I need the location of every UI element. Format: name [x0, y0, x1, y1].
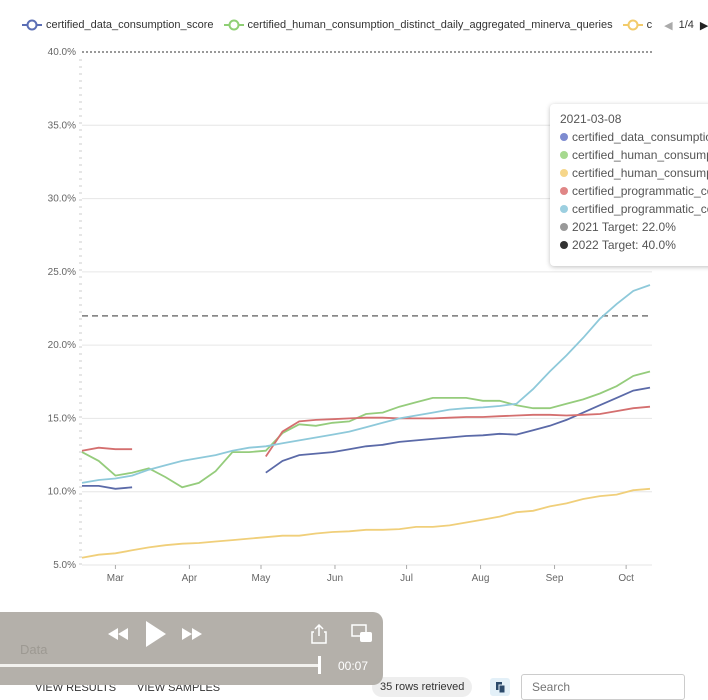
- results-toolbar: VIEW RESULTS VIEW SAMPLES 35 rows retrie…: [0, 672, 708, 700]
- tooltip-row: certified_human_consumption_distinct: [560, 146, 708, 164]
- y-tick-label: 10.0%: [48, 487, 76, 498]
- share-icon[interactable]: [311, 624, 327, 644]
- x-tick-label: Mar: [107, 573, 125, 584]
- series-dot-icon: [560, 205, 568, 213]
- data-section-label: Data: [20, 642, 48, 657]
- tooltip-row: 2021 Target: 22.0%: [560, 218, 708, 236]
- legend-page: 1/4: [678, 19, 694, 31]
- legend-label: certified_human_consumption_distinct_dai…: [247, 19, 613, 31]
- y-tick-label: 35.0%: [48, 120, 76, 131]
- y-tick-label: 20.0%: [48, 340, 76, 351]
- copy-icon[interactable]: [490, 678, 510, 696]
- view-samples-tab[interactable]: VIEW SAMPLES: [137, 682, 221, 694]
- prev-page-icon[interactable]: ◀: [664, 19, 673, 32]
- chart-tooltip: 2021-03-08 certified_data_consumption_sc…: [550, 104, 708, 266]
- line-chart: 5.0% 10.0% 15.0% 20.0% 25.0% 30.0% 35.0% 40.0% M…: [48, 47, 652, 584]
- series-dot-icon: [560, 133, 568, 141]
- x-tick-label: Jul: [400, 573, 413, 584]
- tooltip-label: certified_data_consumption_score: [572, 130, 708, 144]
- legend-label: certified_data_consumption_score: [46, 19, 214, 31]
- y-tick-label: 40.0%: [48, 47, 76, 58]
- legend-item[interactable]: certified_data_consumption_score: [22, 19, 214, 31]
- tooltip-row: certified_programmatic_consumption: [560, 182, 708, 200]
- legend-pager: ◀ 1/4 ▶: [664, 19, 708, 32]
- series-line: [81, 487, 651, 559]
- x-tick-label: Aug: [472, 573, 490, 584]
- x-tick-label: May: [252, 573, 271, 584]
- tooltip-row: certified_programmatic_consumption_queri…: [560, 200, 708, 218]
- y-tick-label: 5.0%: [53, 560, 76, 571]
- series-dot-icon: [560, 223, 568, 231]
- video-player-controls: Data 00:07: [0, 612, 383, 685]
- legend-marker-icon: [22, 19, 42, 31]
- picture-in-picture-icon[interactable]: [351, 624, 373, 644]
- tooltip-row: 2022 Target: 40.0%: [560, 236, 708, 254]
- series-line: [82, 386, 651, 490]
- x-tick-label: Jun: [327, 573, 343, 584]
- fast-forward-icon[interactable]: [180, 626, 204, 642]
- tooltip-label: certified_human_consumption_queries: [572, 166, 708, 180]
- chart-legend: certified_data_consumption_score certifie…: [22, 12, 708, 38]
- series-line: [81, 405, 651, 458]
- tooltip-label: 2022 Target: 40.0%: [572, 238, 676, 252]
- y-tick-label: 30.0%: [48, 194, 76, 205]
- playback-time: 00:07: [338, 659, 369, 673]
- legend-label: c: [646, 19, 653, 31]
- next-page-icon[interactable]: ▶: [699, 19, 708, 32]
- tooltip-row: certified_human_consumption_queries: [560, 164, 708, 182]
- tooltip-label: certified_programmatic_consumption: [572, 184, 708, 198]
- legend-item[interactable]: c: [622, 19, 653, 31]
- y-tick-label: 15.0%: [48, 413, 76, 424]
- legend-marker-icon: [622, 19, 643, 31]
- playback-progress-bar[interactable]: [0, 664, 320, 667]
- view-results-tab[interactable]: VIEW RESULTS: [35, 682, 117, 694]
- legend-item[interactable]: certified_human_consumption_distinct_dai…: [223, 19, 613, 31]
- series-dot-icon: [560, 187, 568, 195]
- rewind-icon[interactable]: [106, 626, 130, 642]
- rows-retrieved-badge: 35 rows retrieved: [372, 677, 473, 697]
- series-line: [81, 284, 651, 484]
- tooltip-label: certified_programmatic_consumption_queri…: [572, 202, 708, 216]
- series-dot-icon: [560, 241, 568, 249]
- play-icon[interactable]: [144, 620, 168, 648]
- search-input[interactable]: [521, 674, 685, 700]
- series-dot-icon: [560, 151, 568, 159]
- legend-marker-icon: [223, 19, 244, 31]
- x-tick-label: Oct: [618, 573, 634, 584]
- y-tick-label: 25.0%: [48, 267, 76, 278]
- tooltip-date: 2021-03-08: [560, 112, 622, 126]
- tooltip-label: certified_human_consumption_distinct: [572, 148, 708, 162]
- x-tick-label: Sep: [546, 573, 564, 584]
- tooltip-label: 2021 Target: 22.0%: [572, 220, 676, 234]
- playback-scrubber[interactable]: [318, 656, 321, 674]
- series-dot-icon: [560, 169, 568, 177]
- tooltip-row: certified_data_consumption_score: [560, 128, 708, 146]
- x-tick-label: Apr: [182, 573, 198, 584]
- series-line: [81, 370, 651, 489]
